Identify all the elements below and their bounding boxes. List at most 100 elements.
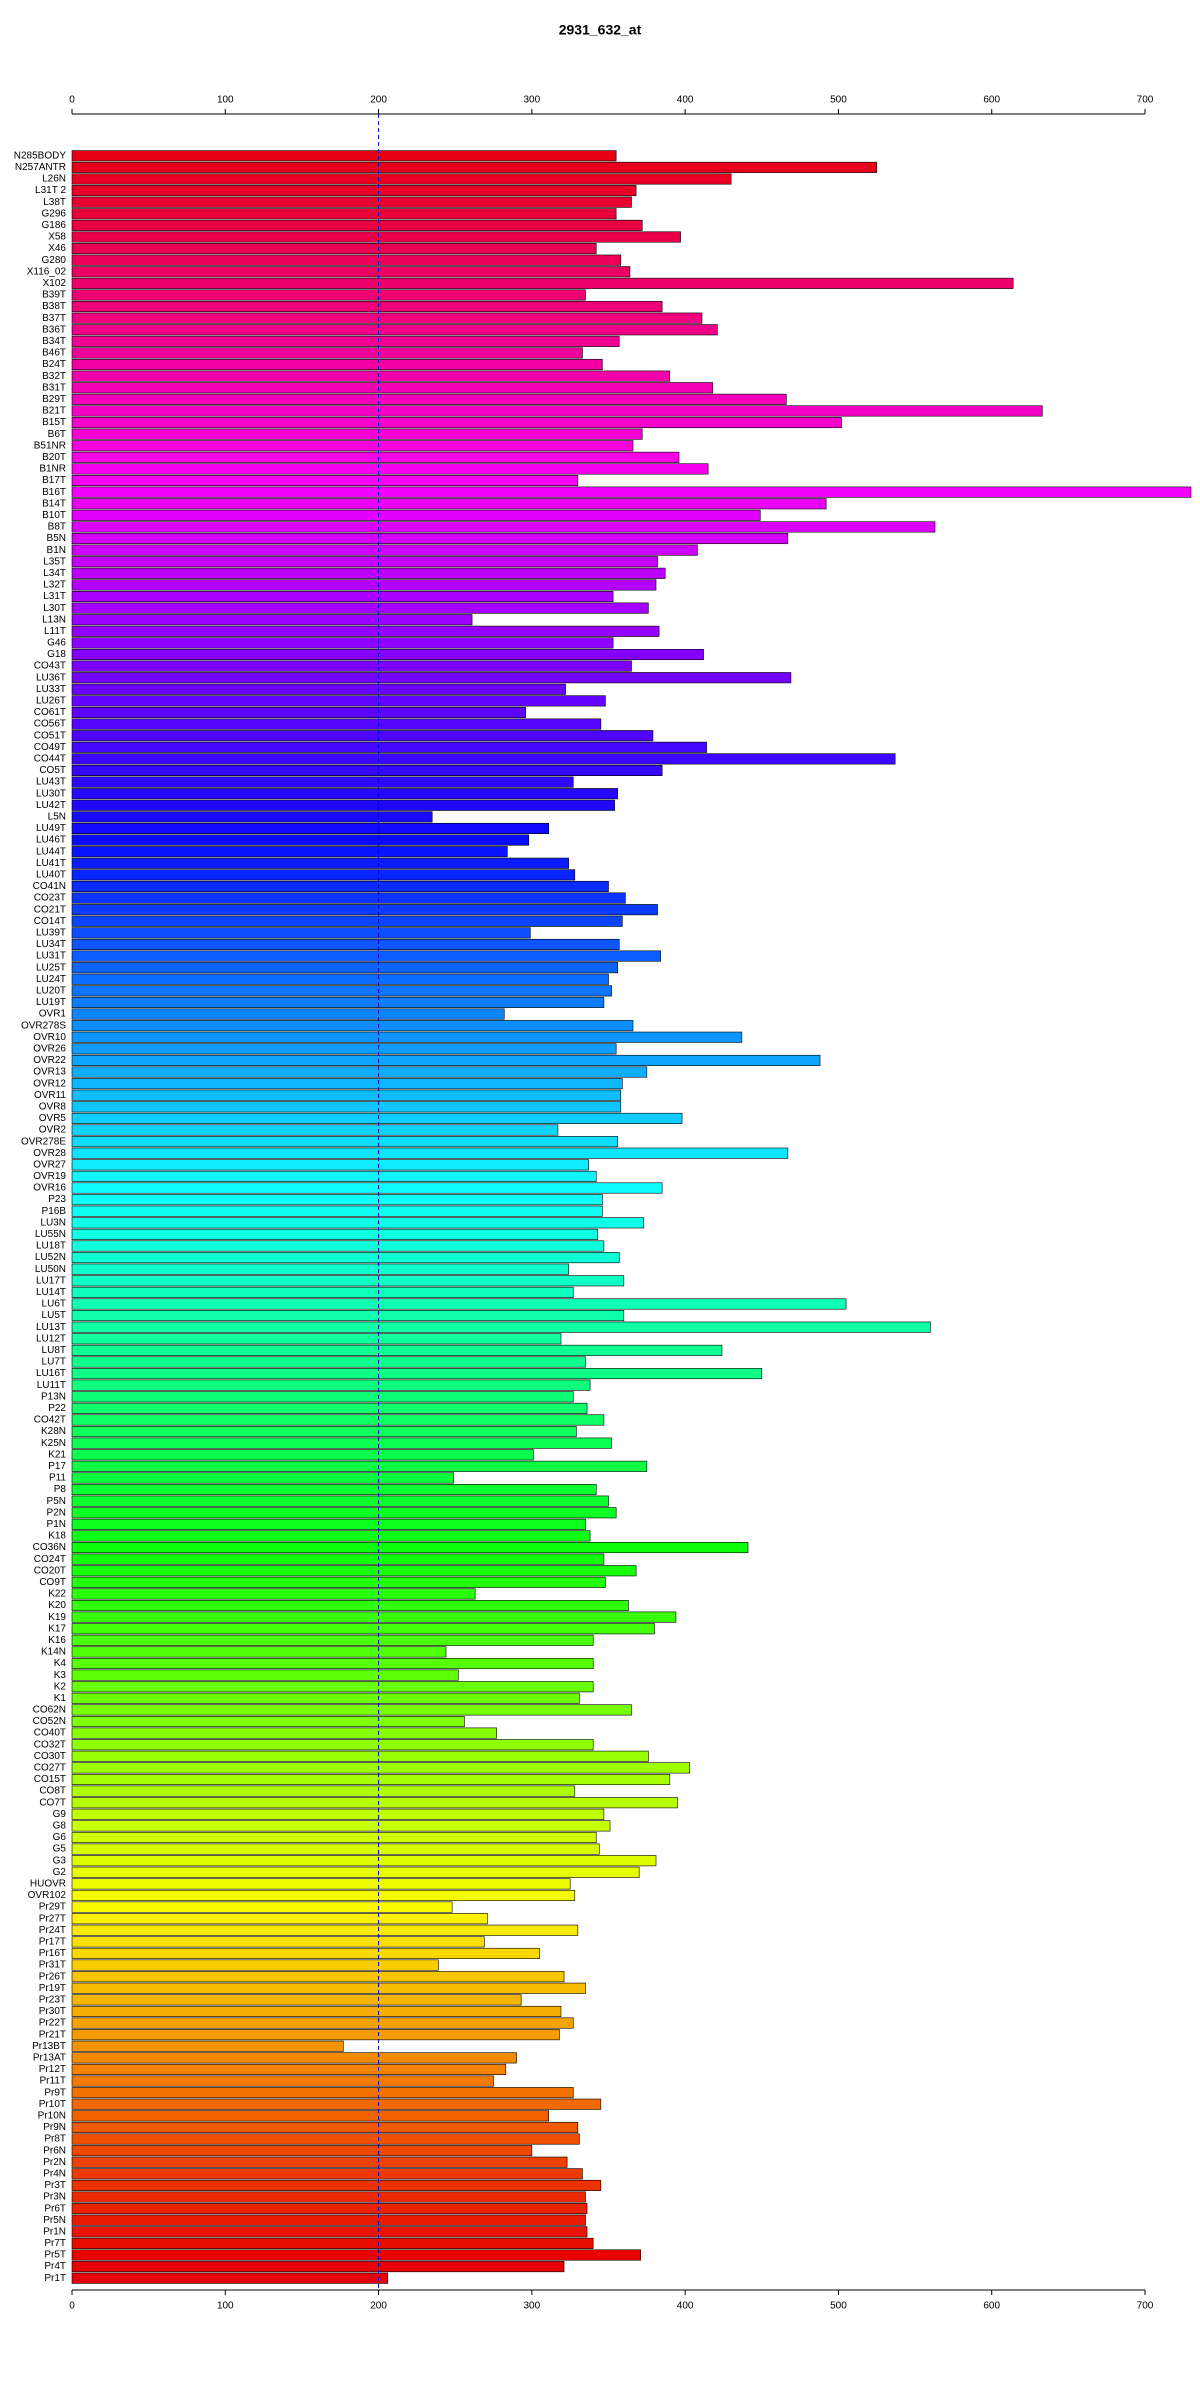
y-tick-label: P8	[54, 1484, 67, 1495]
y-tick-label: LU39T	[36, 927, 66, 938]
y-tick-label: B10T	[42, 510, 66, 521]
y-tick-label: Pr9N	[43, 2122, 66, 2133]
bar	[71, 1634, 594, 1646]
bar	[71, 440, 634, 452]
bar	[71, 498, 827, 510]
bar	[71, 1913, 488, 1925]
y-tick-label: Pr27T	[39, 1913, 66, 1924]
bar	[71, 451, 680, 463]
bar	[71, 1600, 629, 1612]
bar	[71, 2075, 494, 2087]
y-tick-label: B38T	[42, 301, 66, 312]
bar	[71, 1808, 605, 1820]
y-tick-label: LU46T	[36, 835, 66, 846]
bar	[71, 521, 936, 533]
y-tick-label: Pr29T	[39, 1902, 66, 1913]
y-tick-label: LU14T	[36, 1287, 66, 1298]
bar	[71, 1947, 540, 1959]
y-tick-label: LU55N	[35, 1229, 66, 1240]
y-tick-label: OVR22	[33, 1055, 66, 1066]
bar	[71, 1611, 677, 1623]
y-tick-label: CO20T	[34, 1565, 66, 1576]
bar	[71, 1704, 632, 1716]
y-tick-label: B32T	[42, 371, 66, 382]
bar	[71, 1576, 606, 1588]
y-tick-label: B21T	[42, 406, 66, 417]
bar	[71, 2052, 517, 2064]
y-tick-label: K16	[48, 1635, 66, 1646]
y-tick-label: P2N	[47, 1507, 66, 1518]
bar	[71, 266, 631, 278]
bar	[71, 2145, 533, 2157]
bar	[71, 1518, 586, 1530]
bar	[71, 1194, 603, 1206]
bar	[71, 648, 704, 661]
y-tick-label: B46T	[42, 348, 66, 359]
bar	[71, 1437, 612, 1449]
y-tick-label: L30T	[43, 603, 66, 614]
bar	[71, 672, 792, 684]
bar	[71, 1495, 609, 1507]
y-tick-label: Pr5T	[44, 2250, 66, 2261]
bar	[71, 1078, 623, 1090]
y-tick-label: LU16T	[36, 1368, 66, 1379]
bar	[71, 1588, 476, 1600]
y-tick-label: LU50N	[35, 1264, 66, 1275]
bar	[71, 1344, 723, 1356]
y-tick-label: Pr1N	[43, 2226, 66, 2237]
x-tick-label: 600	[983, 2301, 1000, 2312]
y-tick-label: LU24T	[36, 974, 66, 985]
y-tick-label: CO14T	[34, 916, 66, 927]
y-tick-label: LU17T	[36, 1275, 66, 1286]
y-tick-label: CO49T	[34, 742, 66, 753]
bar	[71, 1263, 569, 1275]
bar	[71, 150, 617, 162]
bar	[71, 1739, 594, 1751]
y-tick-label: CO9T	[39, 1577, 66, 1588]
bar	[71, 973, 609, 985]
bar	[71, 1878, 571, 1890]
bar	[71, 1669, 459, 1681]
bar	[71, 1901, 453, 1913]
y-tick-label: CO32T	[34, 1739, 66, 1750]
bar	[71, 602, 649, 614]
y-tick-label: G280	[42, 255, 67, 266]
y-tick-label: Pr19T	[39, 1983, 66, 1994]
bar	[71, 2168, 583, 2180]
bar	[71, 1205, 603, 1217]
bar	[71, 2063, 507, 2075]
y-tick-label: CO36N	[33, 1542, 66, 1553]
y-tick-label: LU6T	[42, 1299, 66, 1310]
bar	[71, 950, 661, 962]
bar	[71, 1542, 749, 1554]
bar	[71, 1831, 597, 1844]
y-tick-label: B34T	[42, 336, 66, 347]
y-tick-label: B24T	[42, 359, 66, 370]
bar	[71, 1773, 671, 1786]
x-tick-label: 300	[524, 2301, 541, 2312]
bar	[71, 590, 614, 603]
y-tick-label: LU43T	[36, 777, 66, 788]
bar	[71, 243, 597, 255]
bar	[71, 509, 761, 521]
bar	[71, 1924, 579, 1936]
bar	[71, 254, 622, 266]
y-tick-label: OVR27	[33, 1159, 66, 1170]
y-tick-label: OVR2	[39, 1125, 67, 1136]
bar	[71, 1402, 588, 1414]
y-tick-label: B29T	[42, 394, 66, 405]
bar	[71, 1379, 591, 1391]
x-tick-label: 100	[217, 2301, 234, 2312]
bar	[71, 962, 618, 974]
bar	[71, 2098, 602, 2110]
y-tick-label: K19	[48, 1612, 66, 1623]
bar	[71, 1855, 657, 1867]
y-tick-label: G5	[53, 1844, 67, 1855]
bar	[71, 741, 707, 753]
bar	[71, 208, 617, 220]
x-tick-label: 400	[677, 95, 694, 106]
bar	[71, 2156, 568, 2168]
bar	[71, 846, 508, 858]
y-tick-label: B8T	[48, 522, 66, 533]
y-tick-label: OVR10	[33, 1032, 66, 1043]
